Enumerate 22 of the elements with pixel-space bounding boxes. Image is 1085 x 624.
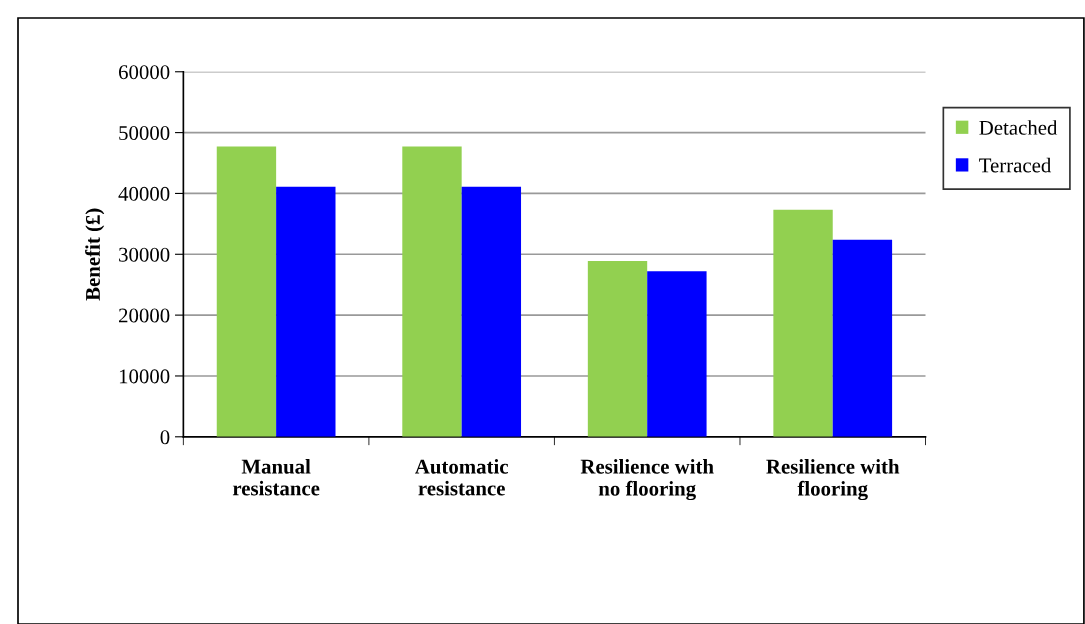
y-tick-label: 40000 (118, 186, 170, 201)
bar (773, 209, 833, 437)
y-tick-label: 10000 (119, 369, 170, 384)
x-tick-label: Manual resistance (232, 459, 320, 496)
bar (647, 271, 707, 437)
bar (402, 146, 462, 437)
bar (587, 260, 648, 437)
legend-label: Detached (979, 120, 1058, 135)
y-tick-label: 20000 (119, 308, 170, 323)
y-tick-label: 50000 (119, 125, 170, 141)
x-tick-label: Resilience with no flooring (580, 459, 714, 501)
bar (461, 186, 522, 437)
bar (216, 146, 277, 437)
x-tick-label: Resilience with flooring (766, 459, 900, 501)
legend-label: Terraced (979, 157, 1052, 173)
y-axis-title: Benefit (£) (85, 208, 105, 301)
x-tick-label: Automatic resistance (415, 459, 509, 496)
y-tick-label: 60000 (118, 65, 170, 80)
bar (832, 239, 893, 437)
y-tick-label: 30000 (119, 247, 170, 262)
bar (276, 186, 336, 437)
y-tick-label: 0 (160, 430, 170, 445)
